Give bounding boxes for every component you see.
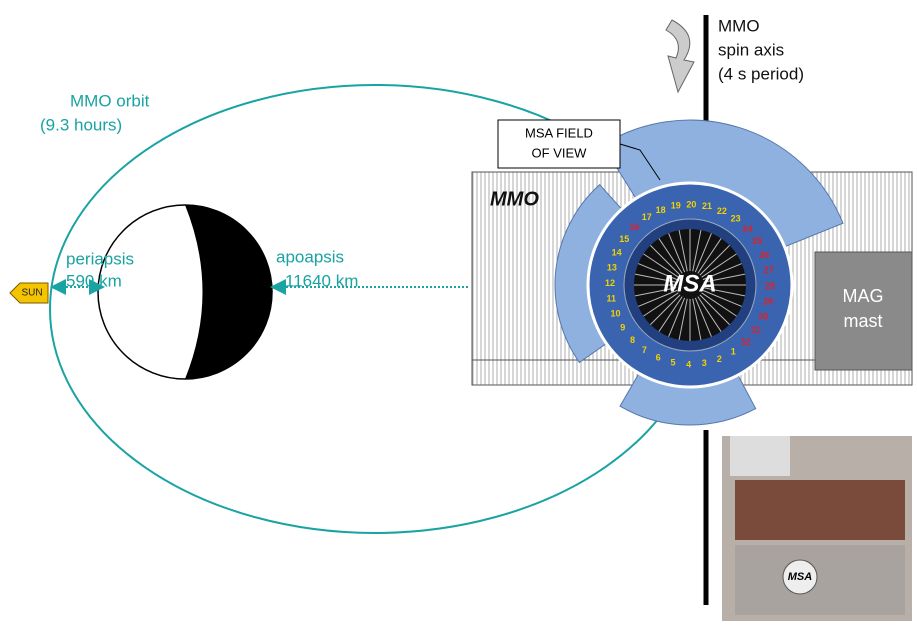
sector-label: 10 [611,309,621,319]
spoke [643,253,679,278]
mag-label: mast [843,311,882,331]
sector-label: 24 [743,224,753,234]
sector-label: 3 [702,358,707,368]
orbit-period: (9.3 hours) [40,115,122,134]
sector-label: 16 [629,222,639,232]
spoke [703,273,746,283]
spoke [697,296,722,332]
fov-pointer [619,143,661,181]
spoke [634,273,677,283]
photo-msa [782,559,818,595]
msa-label: MSA [663,270,716,297]
apoapsis-distance: 11640 km [285,271,358,290]
fov-label: OF VIEW [532,145,588,160]
spoke [692,229,702,272]
spoke [638,289,678,307]
sector-label: 26 [759,250,769,260]
sector-label: 32 [741,337,751,347]
spoke [678,229,688,272]
sector-label: 30 [758,311,768,321]
mag-label: MAG [842,286,883,306]
spoke [692,298,702,341]
spoke [668,233,686,273]
spoke [699,245,730,276]
sector-label: 5 [671,358,676,368]
spoke [694,297,712,337]
spoke [701,292,737,317]
photo-panels [735,480,905,540]
sector-label: 15 [619,234,629,244]
spoke [634,287,677,297]
spoke [678,298,688,341]
sector-label: 29 [763,296,773,306]
sector-label: 9 [620,323,625,333]
sector-label: 31 [751,325,761,335]
spin-label: spin axis [718,40,784,59]
spoke [658,238,683,274]
fov-box [497,119,621,169]
sun-label: SUN [21,288,42,299]
spoke [668,297,686,337]
sector-label: 21 [702,201,712,211]
sector-label: 4 [686,359,691,369]
spoke [703,287,746,297]
sector-label: 27 [764,265,774,275]
spoke [699,294,730,325]
sector-label: 19 [671,201,681,211]
spin-arrow [665,19,695,94]
spoke [658,296,683,332]
photo-label: MSA [788,571,813,583]
sector-label: 1 [731,347,736,357]
spoke [638,263,678,281]
spoke [650,294,681,325]
sector-label: 12 [605,278,615,288]
mmo-label: MMO [490,188,539,210]
spoke [643,292,679,317]
spoke [702,263,742,281]
sector-label: 20 [686,199,696,209]
spoke [701,253,737,278]
sector-label: 18 [656,205,666,215]
sector-label: 28 [765,281,775,291]
spin-label: MMO [718,16,760,35]
fov-label: MSA FIELD [525,125,593,140]
sector-label: 11 [607,294,617,304]
sector-label: 14 [612,247,622,257]
sector-label: 6 [656,353,661,363]
periapsis-label: periapsis [66,249,134,268]
apoapsis-label: apoapsis [276,247,344,266]
sector-label: 7 [642,345,647,355]
orbit-label: MMO orbit [70,91,150,110]
photo-side [735,545,905,615]
spoke [694,233,712,273]
sector-label: 2 [717,354,722,364]
sector-label: 25 [752,236,762,246]
spoke [697,238,722,274]
sector-label: 17 [642,212,652,222]
mag-mast [814,251,913,371]
planet-shadow [185,205,272,379]
spoke [650,245,681,276]
sector-label: 8 [630,335,635,345]
sector-label: 22 [717,206,727,216]
sector-label: 23 [731,214,741,224]
spin-label: (4 s period) [718,64,804,83]
photo-antenna [730,436,790,476]
spoke [702,289,742,307]
sun-arrow [9,282,49,304]
periapsis-distance: 590 km [66,271,122,290]
sector-label: 13 [607,262,617,272]
